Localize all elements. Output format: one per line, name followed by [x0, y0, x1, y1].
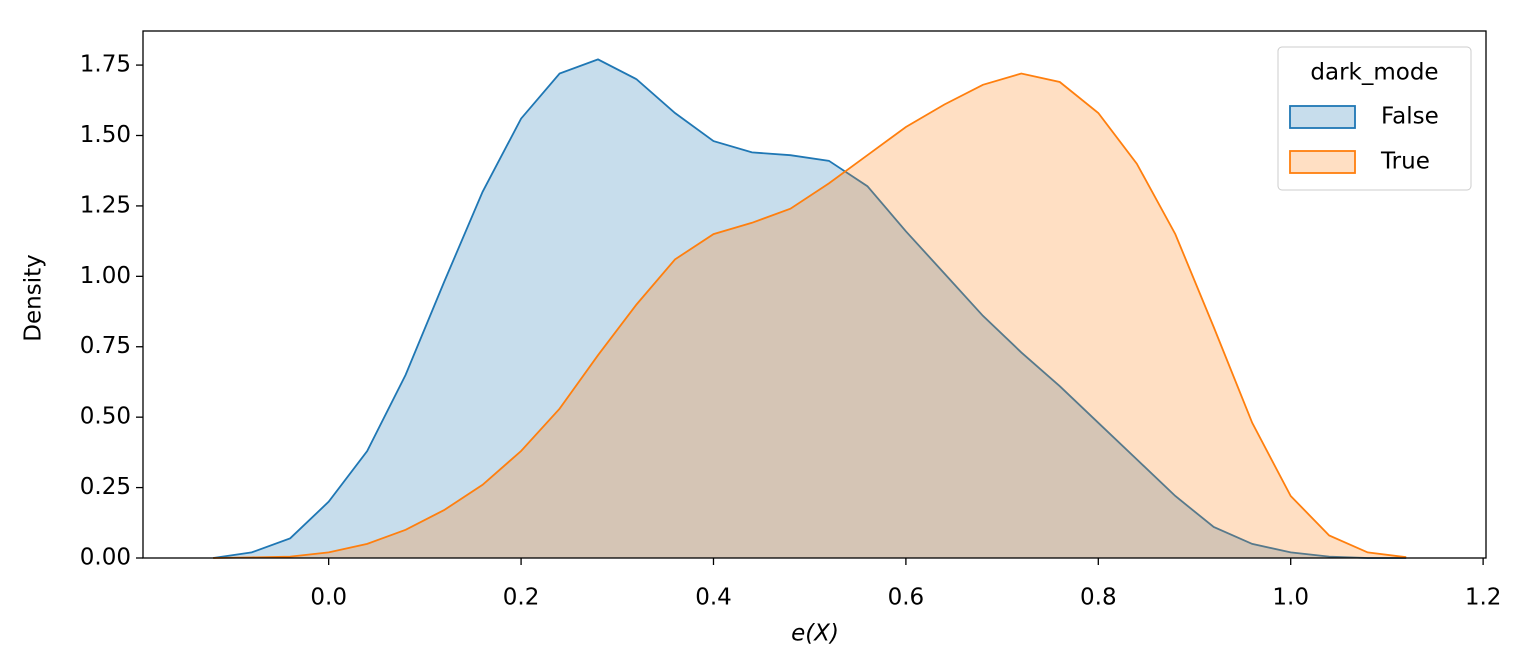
y-tick-label: 0.25: [80, 474, 131, 500]
density-area: [213, 59, 1407, 559]
plot-frame: [142, 30, 1487, 559]
legend-label: True: [1380, 149, 1430, 175]
y-tick-label: 1.50: [80, 122, 131, 148]
y-tick-label: 0.75: [80, 333, 131, 359]
x-tick-label: 1.2: [1465, 585, 1502, 611]
y-tick-label: 0.50: [80, 404, 131, 430]
x-axis-label: e(X): [791, 621, 839, 647]
x-tick-label: 1.0: [1272, 585, 1309, 611]
density-line: [213, 72, 1407, 559]
x-tick-label: 0.4: [695, 585, 732, 611]
legend-title: dark_mode: [1310, 60, 1438, 86]
y-axis-label: Density: [21, 254, 47, 341]
x-tick-label: 0.2: [503, 585, 540, 611]
legend-swatch: [1289, 105, 1356, 129]
density-area: [213, 73, 1407, 558]
y-tick-label: 1.25: [80, 192, 131, 218]
legend-swatch: [1289, 150, 1356, 174]
legend-label: False: [1381, 104, 1439, 130]
y-tick-label: 1.75: [80, 52, 131, 78]
y-tick-label: 0.00: [80, 545, 131, 571]
legend-box: [1277, 46, 1472, 191]
x-tick-label: 0.8: [1080, 585, 1117, 611]
y-tick-label: 1.00: [80, 263, 131, 289]
x-tick-label: 0.0: [310, 585, 347, 611]
density-line: [213, 58, 1407, 559]
x-tick-label: 0.6: [888, 585, 925, 611]
